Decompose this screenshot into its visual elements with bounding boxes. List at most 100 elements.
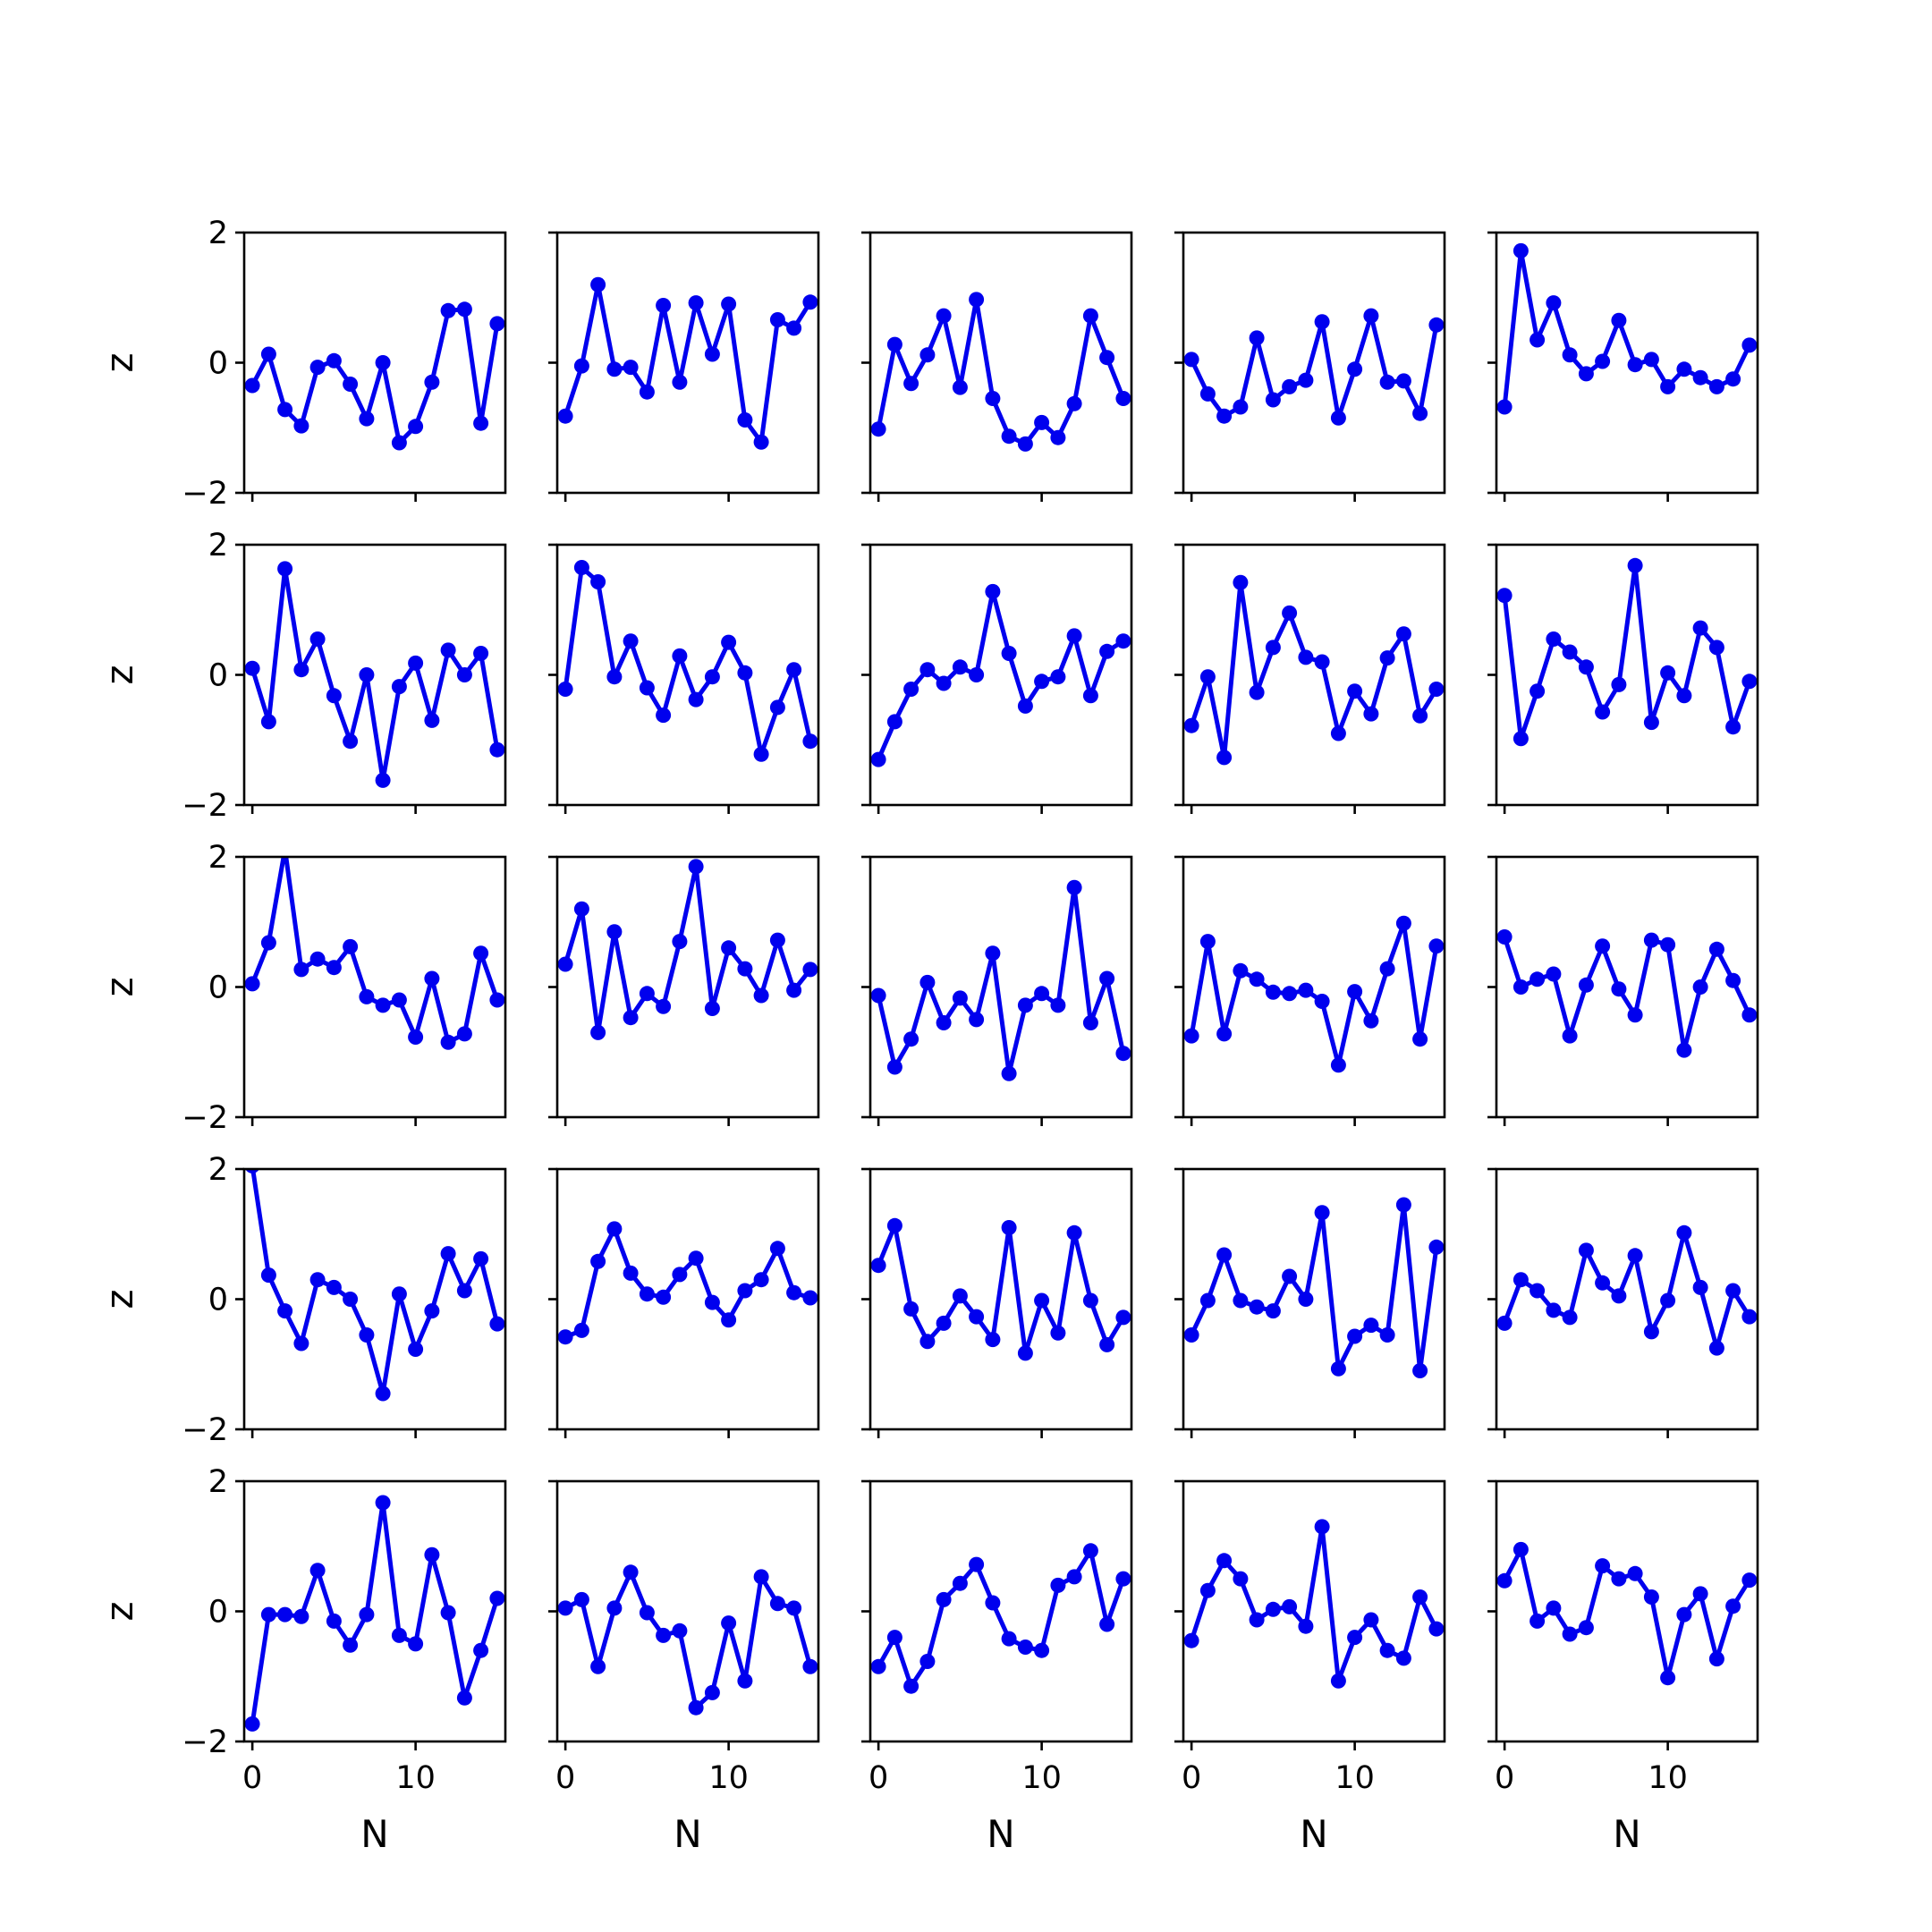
data-point	[786, 662, 802, 678]
data-point	[359, 411, 375, 427]
subplot-6: −2 0 2 z	[97, 528, 507, 824]
data-point	[1233, 399, 1249, 415]
data-point	[1082, 1543, 1098, 1559]
series-line	[876, 589, 1125, 761]
data-point	[1692, 1279, 1708, 1295]
y-tick-label: −2	[182, 476, 228, 512]
data-point	[326, 1279, 342, 1295]
y-tick-label: 2	[208, 840, 228, 876]
data-point	[870, 1658, 886, 1674]
data-point	[557, 682, 573, 697]
data-point	[1216, 1026, 1233, 1042]
data-point	[1395, 1197, 1411, 1213]
data-point	[1725, 1598, 1741, 1614]
data-point	[309, 951, 326, 967]
series-group	[1496, 242, 1758, 415]
series-group	[1183, 574, 1445, 766]
data-point	[1298, 1292, 1314, 1307]
data-point	[1330, 1673, 1346, 1689]
axes-frame	[869, 855, 1133, 1119]
y-tick-label: −2	[182, 788, 228, 824]
data-point	[1265, 1601, 1281, 1617]
data-point	[1314, 1519, 1330, 1535]
y-tick-label: 2	[208, 528, 228, 564]
data-point	[1562, 1626, 1578, 1642]
y-tick-label: 2	[208, 216, 228, 251]
data-point	[424, 374, 440, 390]
data-point	[391, 435, 407, 451]
data-point	[870, 421, 886, 437]
data-point	[1412, 708, 1428, 724]
data-point	[293, 1608, 309, 1624]
y-tick-label: 0	[208, 970, 228, 1006]
data-point	[936, 308, 952, 324]
series-line	[250, 307, 500, 445]
data-point	[1496, 1315, 1513, 1331]
data-point	[359, 1327, 375, 1343]
data-point	[802, 294, 818, 310]
data-point	[293, 418, 309, 434]
series-group	[244, 1495, 505, 1732]
series-group	[1183, 915, 1445, 1073]
data-point	[1017, 1640, 1033, 1655]
series-line	[1502, 248, 1752, 408]
data-point	[985, 583, 1001, 599]
data-point	[391, 1286, 407, 1302]
data-point	[1282, 1268, 1298, 1284]
data-point	[489, 1316, 505, 1332]
data-point	[753, 746, 769, 762]
data-point	[408, 1030, 424, 1045]
data-point	[1379, 1327, 1395, 1343]
series-group	[870, 879, 1131, 1081]
data-point	[606, 361, 623, 377]
subplot-20	[1487, 1167, 1759, 1438]
data-point	[623, 360, 639, 376]
data-point	[753, 1569, 769, 1585]
data-point	[919, 662, 936, 678]
series-line	[876, 1223, 1126, 1356]
data-point	[440, 302, 456, 318]
subplot-4	[1174, 231, 1446, 502]
data-point	[326, 688, 342, 704]
series-line	[250, 857, 500, 1045]
data-point	[456, 1026, 472, 1042]
subplot-8	[861, 543, 1133, 814]
data-point	[489, 1590, 505, 1606]
data-point	[672, 374, 688, 390]
data-point	[1050, 669, 1066, 685]
data-point	[1546, 966, 1562, 982]
data-point	[1233, 1571, 1249, 1587]
data-point	[1314, 994, 1330, 1009]
data-point	[1314, 1205, 1330, 1221]
data-point	[1546, 1302, 1562, 1318]
x-tick-label: 10	[1021, 1760, 1062, 1796]
data-point	[440, 642, 456, 658]
data-point	[440, 1246, 456, 1262]
data-point	[1183, 1632, 1199, 1648]
series-line	[250, 1500, 500, 1724]
data-point	[1595, 1275, 1611, 1291]
data-point	[903, 1031, 919, 1047]
data-point	[1741, 1572, 1758, 1589]
y-axis-label: z	[97, 665, 141, 684]
data-point	[1066, 879, 1082, 895]
data-point	[1199, 1292, 1216, 1309]
data-point	[1282, 378, 1298, 394]
data-point	[1530, 332, 1546, 348]
data-point	[1363, 706, 1379, 722]
data-point	[1708, 1340, 1724, 1356]
data-point	[639, 1605, 655, 1621]
data-point	[1741, 1309, 1758, 1325]
data-point	[473, 415, 489, 431]
data-point	[1496, 399, 1513, 415]
subplot-15	[1487, 855, 1759, 1126]
subplot-24: 0 10N	[1174, 1479, 1446, 1856]
data-point	[557, 1600, 573, 1616]
data-point	[903, 1678, 919, 1694]
x-axis-label: N	[674, 1812, 701, 1856]
subplot-14	[1174, 855, 1446, 1126]
data-point	[1562, 1309, 1578, 1326]
data-point	[969, 1012, 985, 1028]
data-point	[456, 1690, 472, 1706]
